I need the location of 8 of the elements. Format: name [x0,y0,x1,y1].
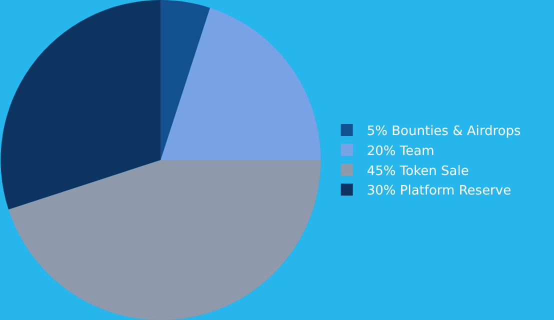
pie-slice [160,8,321,160]
legend-label: 30% Platform Reserve [366,184,512,199]
legend-label: 45% Token Sale [366,164,469,179]
pie-slice [0,0,161,210]
legend-label: 5% Bounties & Airdrops [366,124,521,140]
pie-slice [160,0,210,160]
legend-label: 20% Team [366,144,434,159]
pie-slice [8,160,321,320]
